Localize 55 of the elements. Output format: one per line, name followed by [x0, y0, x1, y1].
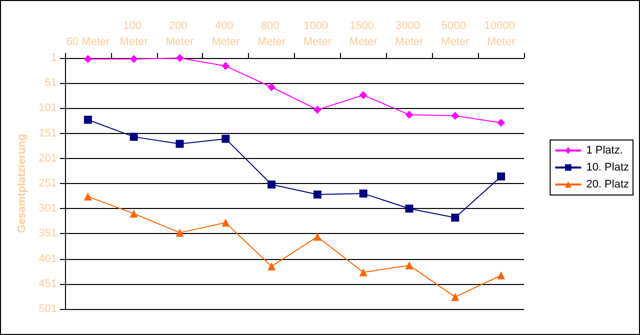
point	[222, 134, 230, 143]
point	[451, 292, 460, 301]
point	[268, 262, 276, 270]
point	[497, 271, 506, 280]
point	[405, 204, 414, 213]
x-tick-label: 10000 Meter	[484, 20, 518, 48]
y-tick-label: 301	[38, 202, 57, 215]
y-tick-label: 201	[38, 152, 57, 164]
point	[313, 106, 322, 114]
point	[268, 180, 276, 189]
point	[130, 132, 138, 141]
x-tick-label: 1000 Meter	[303, 20, 332, 48]
point	[313, 190, 322, 199]
point	[497, 172, 506, 180]
point	[130, 210, 138, 218]
legend-label: 1 Platz.	[586, 144, 623, 156]
point	[359, 91, 368, 100]
point	[497, 118, 506, 127]
y-tick-label: 251	[38, 178, 57, 190]
point	[451, 112, 460, 120]
y-tick-label: 351	[38, 228, 57, 240]
x-tick-label: 60 Meter	[66, 36, 110, 48]
y-axis-title: Gesamtplatzierung	[16, 134, 28, 234]
x-tick-label: 200 Meter	[166, 20, 194, 48]
y-tick-label: 101	[38, 102, 57, 114]
point	[84, 55, 92, 64]
y-tick-label: 1	[50, 52, 57, 64]
point	[359, 190, 368, 198]
x-tick-label: 5000 Meter	[441, 20, 470, 48]
point	[313, 232, 322, 241]
point	[222, 62, 230, 70]
y-tick-label: 51	[44, 77, 57, 90]
y-tick-label: 451	[38, 278, 57, 290]
y-tick-label: 501	[38, 303, 57, 315]
point	[176, 54, 184, 62]
point	[84, 192, 92, 201]
point	[176, 228, 184, 237]
point	[405, 261, 414, 270]
point	[130, 55, 138, 64]
point	[451, 214, 460, 222]
y-tick-label: 401	[38, 252, 57, 265]
legend-label: 20. Platz	[586, 178, 630, 190]
x-tick-label: 800 Meter	[257, 20, 286, 48]
x-tick-label: 1500 Meter	[349, 20, 378, 48]
legend-label: 10. Platz	[586, 162, 630, 174]
point	[176, 140, 184, 148]
point	[359, 268, 368, 276]
x-tick-label: 3000 Meter	[395, 20, 424, 48]
point	[268, 83, 276, 92]
point	[84, 116, 92, 124]
x-tick-label: 400 Meter	[212, 20, 240, 48]
y-tick-label: 151	[38, 127, 57, 140]
point	[222, 218, 230, 227]
point	[405, 110, 414, 119]
x-tick-label: 100 Meter	[120, 20, 148, 48]
